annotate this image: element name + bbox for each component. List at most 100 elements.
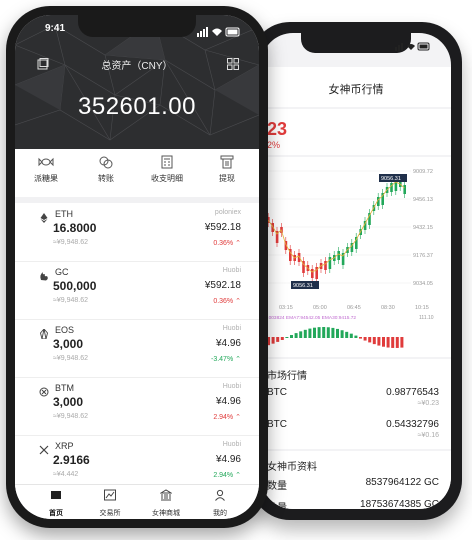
macd-bar [322, 327, 326, 338]
macd-bar [285, 337, 289, 338]
macd-bar [331, 327, 335, 338]
x-tick-label: 10:15 [415, 305, 429, 311]
coin-row-eos[interactable]: EOS Huobi 3,000 ¥4.96 ≈¥9,948.62 -3.47% … [15, 319, 259, 378]
notch [78, 15, 196, 37]
back-header [261, 67, 451, 107]
macd-bar [317, 327, 321, 338]
coin-row-xrp[interactable]: XRP Huobi 2.9166 ¥4.96 ≈¥4.442 2.94% ⌃ [15, 435, 259, 493]
candy-button[interactable]: 派糖果 [16, 155, 76, 184]
y-tick-label: 9034.05 [413, 281, 433, 287]
macd-bar [303, 329, 307, 338]
coin-symbol: EOS [55, 325, 75, 335]
x-tick-label: 06:45 [347, 305, 361, 311]
tab-bar: 首页 交易所 女神商城 我的 [15, 484, 259, 519]
chart-icon [104, 489, 116, 501]
macd-bar [386, 337, 390, 348]
transfer-button[interactable]: 转账 [76, 155, 136, 184]
x-tick-label: 05:00 [313, 305, 327, 311]
coin-cny: ≈¥9,948.62 [53, 413, 88, 420]
statement-button[interactable]: 收支明细 [137, 155, 197, 184]
candle [355, 237, 358, 249]
home-icon [51, 491, 61, 499]
macd-bar [382, 337, 385, 347]
macd-bar [280, 337, 284, 340]
transfer-label: 转账 [98, 174, 114, 183]
coin-cny: ≈¥9,948.62 [53, 239, 88, 246]
info-label: 数量 [267, 481, 287, 492]
tab-mall[interactable]: 女神商城 [141, 488, 191, 518]
macd-bar [354, 335, 358, 338]
mall-icon [159, 489, 173, 501]
coin-amount: 3,000 [53, 395, 84, 409]
coin-symbol: GC [55, 267, 69, 277]
coin-exchange: Huobi [222, 267, 241, 274]
withdraw-label: 提现 [219, 174, 235, 183]
coin-list: ETH poloniex 16.8000 ¥592.18 ≈¥9,948.62 … [15, 203, 259, 485]
coin-amount: 2.9166 [53, 453, 90, 467]
tab-label: 交易所 [99, 510, 121, 517]
candle [337, 251, 340, 260]
info-card [261, 451, 451, 509]
coin-change: 2.94% ⌃ [213, 414, 241, 421]
arrow-up-icon: ⌃ [235, 356, 241, 363]
info-value: 18753674385 GC [360, 499, 439, 509]
front-phone: 9:41 总资产（CNY） 352601.00 [6, 6, 268, 528]
coin-row-gc[interactable]: GC Huobi 500,000 ¥592.18 ≈¥9,948.62 0.36… [15, 261, 259, 320]
candy-icon [38, 157, 54, 167]
withdraw-button[interactable]: 提现 [197, 155, 257, 184]
macd-bar [313, 327, 316, 338]
market-row-value: 0.54332796 [386, 419, 439, 430]
x-tick-label: 03:15 [279, 305, 293, 311]
macd-bar [336, 328, 339, 338]
candle [271, 223, 274, 232]
tab-exchange[interactable]: 交易所 [85, 488, 135, 518]
candle [311, 269, 314, 278]
coin-exchange: Huobi [222, 383, 241, 390]
status-time: 9:41 [45, 23, 66, 34]
candle [390, 183, 393, 192]
coin-cny: ≈¥9,948.62 [53, 297, 88, 304]
macd-bar [363, 337, 367, 341]
market-row-name[interactable]: BTC [267, 419, 287, 430]
back-screen: 女神币行情 23 2% 9009.72 9456.13 9432.15 9176.37… [261, 33, 451, 509]
macd-bar [349, 333, 353, 338]
info-section-title: 女神币资料 [267, 462, 317, 473]
kline-chart[interactable]: 9009.72 9456.13 9432.15 9176.37 9034.05 03:15… [261, 157, 451, 357]
candle [275, 231, 279, 243]
candle [363, 221, 367, 230]
macd-bar [290, 335, 293, 338]
y-tick-label: 9456.13 [413, 197, 433, 203]
macd-bar [308, 328, 312, 338]
coin-change: 2.94% ⌃ [213, 472, 241, 479]
eos-icon [39, 326, 49, 340]
macd-bar [276, 337, 280, 342]
withdraw-icon [220, 155, 234, 169]
price-change: 2% [267, 140, 281, 150]
tab-home[interactable]: 首页 [31, 488, 81, 518]
market-row-value: 0.98776543 [386, 387, 439, 398]
coin-cny: ≈¥4.442 [53, 471, 79, 478]
macd-bar [400, 337, 404, 348]
coin-row-btm[interactable]: BTM Huobi 3,000 ¥4.96 ≈¥9,948.62 2.94% ⌃ [15, 377, 259, 436]
macd-bar [340, 330, 344, 338]
arrow-up-icon: ⌃ [235, 414, 241, 421]
x-tick-label: 08:30 [381, 305, 395, 311]
transfer-icon [99, 156, 113, 169]
coin-symbol: XRP [55, 441, 74, 451]
candle [297, 253, 301, 262]
coin-amount: 500,000 [53, 279, 97, 293]
gc-icon [39, 268, 49, 281]
candy-label: 派糖果 [34, 174, 58, 183]
wallet-icon[interactable] [37, 57, 49, 70]
tab-me[interactable]: 我的 [195, 488, 245, 518]
kline-chart-card[interactable]: 9009.72 9456.13 9432.15 9176.37 9034.05 03:15… [261, 157, 451, 357]
market-row-name[interactable]: BTC [267, 387, 287, 398]
candle [350, 243, 354, 252]
coin-exchange: poloniex [214, 209, 241, 216]
candle [368, 213, 371, 225]
y-tick-label: 9009.72 [413, 169, 433, 175]
coin-value: ¥592.18 [204, 280, 241, 291]
grid-menu-icon[interactable] [227, 57, 239, 70]
candle [377, 197, 380, 206]
coin-row-eth[interactable]: ETH poloniex 16.8000 ¥592.18 ≈¥9,948.62 … [15, 203, 259, 262]
